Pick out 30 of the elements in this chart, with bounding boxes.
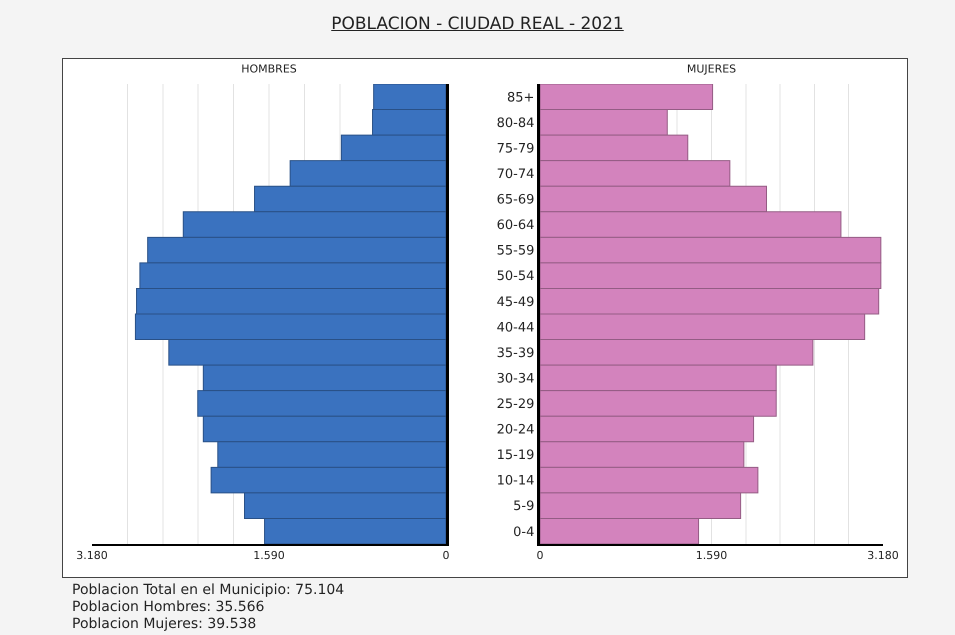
x-tick-label: 0 bbox=[442, 549, 450, 562]
chart-subtitle: HOMBRES bbox=[241, 62, 297, 76]
y-tick-label: 45-49 bbox=[496, 294, 534, 310]
chart-title: POBLACION - CIUDAD REAL - 2021 bbox=[330, 14, 625, 34]
y-tick-label: 60-64 bbox=[496, 218, 534, 234]
y-tick-label: 80-84 bbox=[496, 116, 534, 131]
y-tick-label: 20-24 bbox=[496, 422, 534, 438]
x-tick-label: 0 bbox=[536, 549, 544, 562]
y-tick-label: 75-79 bbox=[496, 141, 534, 156]
text: Poblacion Hombres: 35.566 bbox=[72, 599, 266, 616]
y-tick-label: 70-74 bbox=[496, 166, 534, 182]
y-tick-label: 50-54 bbox=[496, 269, 534, 284]
y-tick-label: 30-34 bbox=[496, 371, 534, 386]
y-tick-label: 25-29 bbox=[496, 396, 534, 412]
text: Poblacion Mujeres: 39.538 bbox=[72, 616, 258, 633]
x-tick-label: 1.590 bbox=[696, 549, 728, 562]
x-tick-label: 1.590 bbox=[253, 549, 285, 562]
y-tick-label: 0-4 bbox=[513, 524, 534, 540]
x-tick-label: 3.180 bbox=[867, 549, 899, 562]
y-tick-label: 5-9 bbox=[513, 499, 534, 514]
x-tick-label: 3.180 bbox=[76, 549, 108, 562]
y-tick-label: 10-14 bbox=[496, 474, 534, 489]
y-tick-label: 65-69 bbox=[496, 192, 534, 208]
text: Poblacion Total en el Municipio: 75.104 bbox=[72, 582, 344, 599]
y-tick-label: 40-44 bbox=[496, 320, 534, 336]
y-tick-label: 85+ bbox=[506, 90, 534, 106]
chart-title: MUJERES bbox=[686, 62, 736, 76]
y-tick-label: 35-39 bbox=[496, 346, 534, 361]
y-tick-label: 55-59 bbox=[496, 244, 534, 259]
y-tick-label: 15-19 bbox=[496, 448, 534, 464]
